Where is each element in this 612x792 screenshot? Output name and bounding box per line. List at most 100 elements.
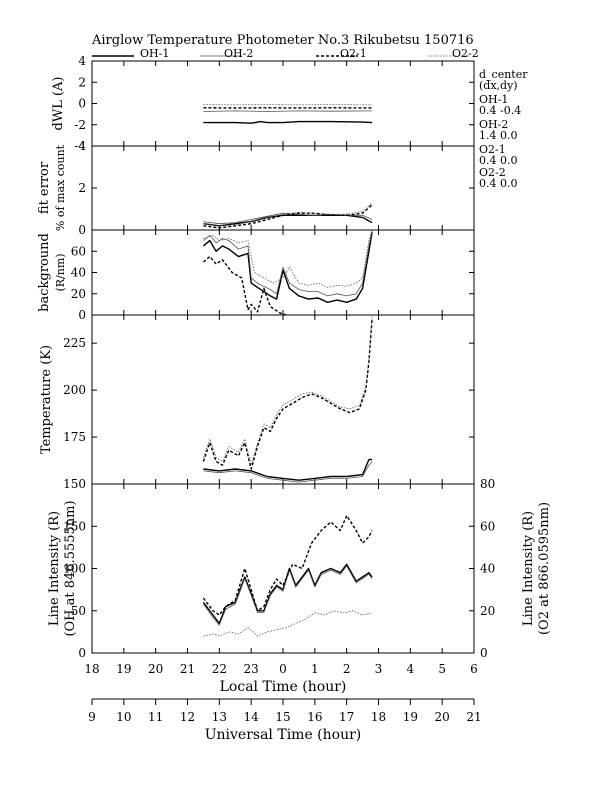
local-time-tick: 22 xyxy=(212,662,227,676)
series-intensity-o2-2 xyxy=(203,610,373,637)
y-tick-label: 2 xyxy=(78,75,86,89)
y-axis-label-2: (OH at 846.5555nm) xyxy=(63,500,78,636)
panel-frame-temperature xyxy=(91,314,475,485)
legend-label-0: OH-1 xyxy=(140,47,169,60)
series-fit-o2-1 xyxy=(203,204,373,229)
series-intensity-oh-1 xyxy=(202,563,373,625)
y-tick-label: 225 xyxy=(63,336,86,350)
y-tick-label: 0 xyxy=(78,97,86,111)
local-time-tick: 4 xyxy=(407,662,415,676)
side-note-value: 0.4 0.0 xyxy=(479,177,517,190)
series-temperature-oh-1 xyxy=(203,458,373,481)
y-tick-label: 50 xyxy=(71,604,86,618)
local-time-tick: 18 xyxy=(84,662,99,676)
series-temperature-o2-2 xyxy=(203,315,373,466)
y-tick-label: 100 xyxy=(63,562,86,576)
panel-temperature: 150 175 200 225 Temperature (K) xyxy=(39,314,475,491)
y-axis-label: Line Intensity (R) xyxy=(47,511,62,626)
universal-time-tick: 17 xyxy=(339,710,354,724)
y-tick-label: 150 xyxy=(63,519,86,533)
legend: OH-1 OH-2 O2-1 O2-2 xyxy=(92,47,479,60)
y-axis-label: fit error xyxy=(37,161,52,214)
universal-time-tick: 19 xyxy=(403,710,418,724)
y-axis-label: dWL (A) xyxy=(51,77,66,131)
universal-time-label: Universal Time (hour) xyxy=(205,727,362,743)
universal-time-tick: 9 xyxy=(88,710,96,724)
local-time-tick: 23 xyxy=(244,662,259,676)
y-tick-label: 0 xyxy=(78,223,86,237)
local-time-tick: 0 xyxy=(279,662,287,676)
y-axis-label: Temperature (K) xyxy=(39,345,54,454)
series-background-o2-1 xyxy=(202,255,287,315)
legend-label-3: O2-2 xyxy=(452,47,479,60)
side-note-name: O2-1 xyxy=(479,143,506,156)
series-temperature-o2-1 xyxy=(202,318,373,470)
local-time-tick: 20 xyxy=(148,662,163,676)
series-background-oh-2 xyxy=(203,230,373,297)
y-tick-label: -4 xyxy=(74,139,86,153)
panel-frame-dwl xyxy=(91,60,475,147)
universal-time-tick: 15 xyxy=(275,710,290,724)
local-time-tick: 6 xyxy=(470,662,478,676)
y-tick-label: 0 xyxy=(78,646,86,660)
panel-frame-intensity xyxy=(91,483,475,654)
y-axis-label: background xyxy=(37,233,52,312)
y-tick-label: 2 xyxy=(78,181,86,195)
series-dwl-oh-1 xyxy=(203,120,373,124)
local-time-tick: 3 xyxy=(375,662,383,676)
y-tick-label: 200 xyxy=(63,383,86,397)
side-note-value: 1.4 0.0 xyxy=(479,129,517,142)
y-tick-label: 0 xyxy=(78,308,86,322)
y-axis-label-2: % of max count xyxy=(54,144,67,231)
universal-time-tick: 12 xyxy=(180,710,195,724)
y-tick-label: 60 xyxy=(71,244,86,258)
y-tick-label: 150 xyxy=(63,477,86,491)
side-note-name: O2-2 xyxy=(479,166,506,179)
side-notes: d_center(dx,dy)OH-10.4 -0.4OH-21.4 0.0O2… xyxy=(479,68,528,190)
panel-background: 0 20 40 60 background (R/nm) xyxy=(37,229,475,322)
y-tick-label: 4 xyxy=(78,54,86,68)
chart-title: Airglow Temperature Photometer No.3 Riku… xyxy=(91,33,474,48)
y2-axis-label: Line Intensity (R) xyxy=(521,511,536,626)
local-time-tick: 21 xyxy=(180,662,195,676)
series-fit-oh-1 xyxy=(203,214,373,227)
universal-time-tick: 18 xyxy=(371,710,386,724)
local-time-tick: 1 xyxy=(311,662,319,676)
y2-tick-label: 60 xyxy=(480,519,495,533)
universal-time-tick: 14 xyxy=(244,710,260,724)
legend-label-2: O2-1 xyxy=(340,47,367,60)
y-tick-label: 4 xyxy=(78,139,86,153)
legend-label-1: OH-2 xyxy=(224,47,253,60)
series-fit-o2-2 xyxy=(203,202,373,227)
series-dwl-oh-2 xyxy=(203,110,373,112)
universal-time-tick: 21 xyxy=(466,710,481,724)
series-temperature-oh-2 xyxy=(203,461,373,483)
y2-tick-label: 80 xyxy=(480,477,495,491)
y-tick-label: 40 xyxy=(71,266,86,280)
side-note-header-2: (dx,dy) xyxy=(479,79,518,92)
local-time-tick: 5 xyxy=(438,662,446,676)
side-note-value: 0.4 -0.4 xyxy=(479,104,521,117)
local-time-label: Local Time (hour) xyxy=(220,679,347,695)
side-note-name: OH-2 xyxy=(479,118,508,131)
universal-time-tick: 16 xyxy=(307,710,322,724)
universal-time-tick: 20 xyxy=(435,710,450,724)
side-note-value: 0.4 0.0 xyxy=(479,154,517,167)
panel-frame-fit xyxy=(91,145,475,231)
y-tick-label: -2 xyxy=(74,118,86,132)
panel-dwl: 4 2 0 -2 -4 dWL (A) xyxy=(51,54,475,153)
y2-tick-label: 20 xyxy=(480,604,495,618)
universal-time-tick: 10 xyxy=(116,710,131,724)
y2-tick-label: 0 xyxy=(480,646,488,660)
local-time-tick: 2 xyxy=(343,662,351,676)
panel-fit: 4 2 0 fit error% of max count xyxy=(37,139,475,237)
universal-time-tick: 11 xyxy=(148,710,163,724)
y2-axis-label-2: (O2 at 866.0595nm) xyxy=(537,502,552,635)
universal-time-tick: 13 xyxy=(212,710,227,724)
series-background-o2-2 xyxy=(203,230,373,288)
side-note-name: OH-1 xyxy=(479,93,508,106)
y2-tick-label: 40 xyxy=(480,562,495,576)
